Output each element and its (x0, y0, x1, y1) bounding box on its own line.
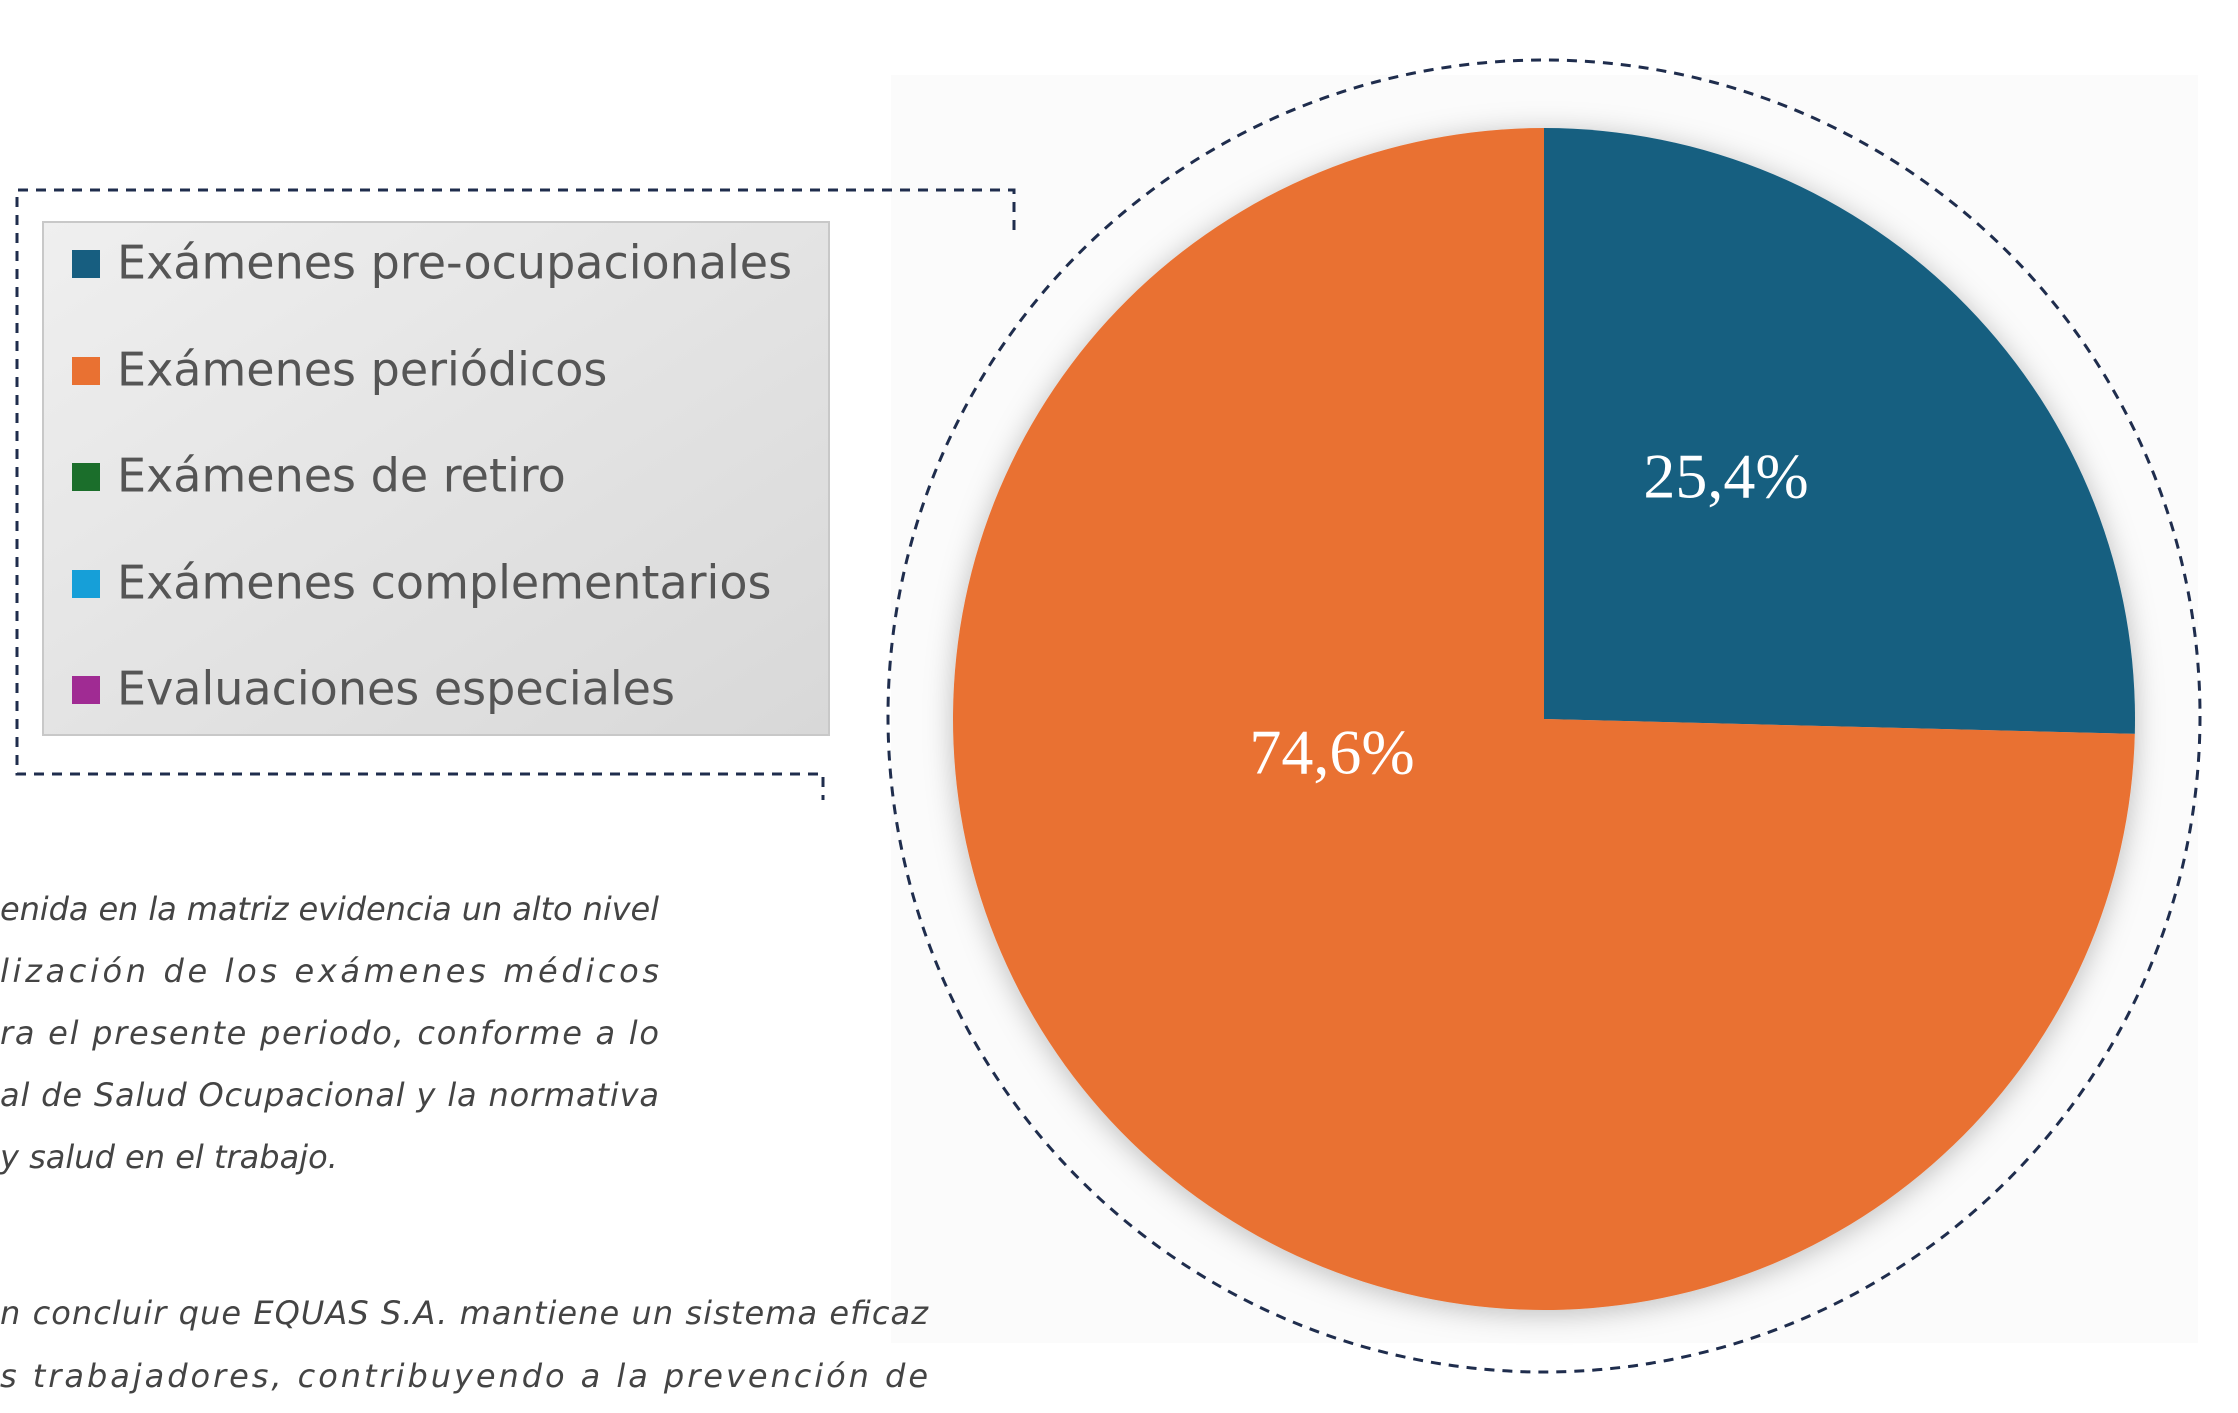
paragraph-line: s trabajadores, contribuyendo a la preve… (0, 1357, 928, 1395)
legend-swatch (72, 463, 100, 491)
legend-label: Exámenes pre-ocupacionales (117, 236, 792, 290)
legend-label: Exámenes de retiro (117, 449, 566, 503)
legend-box (42, 221, 830, 736)
legend-swatch (72, 250, 100, 278)
data-label: 25,4% (1643, 441, 1808, 512)
paragraph-line: al de Salud Ocupacional y la normativa (0, 1076, 659, 1114)
paragraph-line: ra el presente periodo, conforme a lo (0, 1014, 659, 1052)
legend-label: Evaluaciones especiales (117, 662, 675, 716)
labels: 25,4% 74,6% (1249, 441, 1808, 788)
paragraph-line: lización de los exámenes médicos (0, 952, 659, 990)
data-label: 74,6% (1249, 717, 1414, 788)
pie-slice (953, 128, 2135, 1310)
legend-swatch (72, 570, 100, 598)
paragraph-line: enida en la matriz evidencia un alto niv… (0, 890, 659, 928)
pie (953, 128, 2135, 1310)
dashed-callout (15, 188, 1016, 800)
paragraph-line: y salud en el trabajo. (0, 1138, 338, 1176)
legend-swatch (72, 357, 100, 385)
legend-swatch (72, 676, 100, 704)
pie-slice (1544, 128, 2135, 734)
legend-label: Exámenes complementarios (117, 556, 771, 610)
paragraph-line: n concluir que EQUAS S.A. mantiene un si… (0, 1294, 929, 1332)
legend-label: Exámenes periódicos (117, 343, 607, 397)
dashed-circle (886, 58, 2202, 1374)
